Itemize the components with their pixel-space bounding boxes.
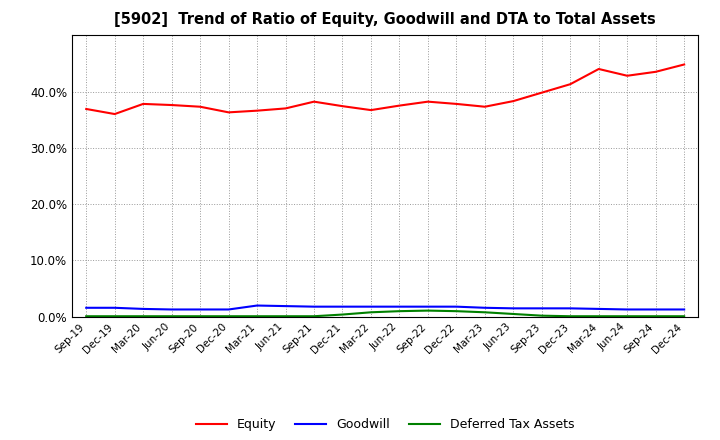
Deferred Tax Assets [509,312,518,317]
Line: Equity: Equity [86,65,684,114]
Equity [509,99,518,104]
Goodwill [310,304,318,309]
Equity [338,103,347,109]
Deferred Tax Assets [652,314,660,319]
Deferred Tax Assets [395,308,404,314]
Legend: Equity, Goodwill, Deferred Tax Assets: Equity, Goodwill, Deferred Tax Assets [191,413,580,436]
Equity [652,69,660,74]
Deferred Tax Assets [82,314,91,319]
Goodwill [623,307,631,312]
Goodwill [395,304,404,309]
Goodwill [110,305,119,311]
Deferred Tax Assets [338,312,347,317]
Goodwill [338,304,347,309]
Equity [452,101,461,106]
Line: Goodwill: Goodwill [86,305,684,309]
Equity [423,99,432,104]
Deferred Tax Assets [537,313,546,318]
Equity [395,103,404,108]
Equity [167,103,176,108]
Goodwill [595,306,603,312]
Goodwill [196,307,204,312]
Deferred Tax Assets [680,314,688,319]
Equity [310,99,318,104]
Equity [480,104,489,110]
Equity [282,106,290,111]
Deferred Tax Assets [452,308,461,314]
Goodwill [82,305,91,311]
Equity [595,66,603,72]
Deferred Tax Assets [366,310,375,315]
Goodwill [167,307,176,312]
Equity [566,81,575,87]
Deferred Tax Assets [423,308,432,313]
Equity [537,90,546,95]
Goodwill [139,306,148,312]
Equity [623,73,631,78]
Goodwill [253,303,261,308]
Goodwill [652,307,660,312]
Goodwill [452,304,461,309]
Goodwill [225,307,233,312]
Equity [110,111,119,117]
Deferred Tax Assets [225,314,233,319]
Goodwill [509,306,518,311]
Deferred Tax Assets [282,314,290,319]
Goodwill [423,304,432,309]
Equity [680,62,688,67]
Deferred Tax Assets [595,314,603,319]
Equity [196,104,204,110]
Deferred Tax Assets [139,314,148,319]
Deferred Tax Assets [167,314,176,319]
Equity [225,110,233,115]
Equity [253,108,261,114]
Deferred Tax Assets [253,314,261,319]
Deferred Tax Assets [623,314,631,319]
Goodwill [537,306,546,311]
Deferred Tax Assets [196,314,204,319]
Equity [82,106,91,112]
Goodwill [480,305,489,311]
Title: [5902]  Trend of Ratio of Equity, Goodwill and DTA to Total Assets: [5902] Trend of Ratio of Equity, Goodwil… [114,12,656,27]
Goodwill [282,304,290,309]
Deferred Tax Assets [310,314,318,319]
Equity [366,107,375,113]
Goodwill [680,307,688,312]
Deferred Tax Assets [480,310,489,315]
Goodwill [566,306,575,311]
Equity [139,101,148,106]
Deferred Tax Assets [110,314,119,319]
Deferred Tax Assets [566,314,575,319]
Goodwill [366,304,375,309]
Line: Deferred Tax Assets: Deferred Tax Assets [86,311,684,316]
